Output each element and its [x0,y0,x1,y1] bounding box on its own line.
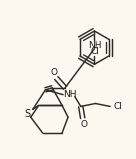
Text: O: O [51,68,58,77]
Text: NH: NH [88,41,101,50]
Text: O: O [80,120,87,129]
Text: S: S [25,109,31,119]
Text: Cl: Cl [90,47,99,56]
Text: Cl: Cl [114,102,122,111]
Text: NH: NH [63,90,77,99]
